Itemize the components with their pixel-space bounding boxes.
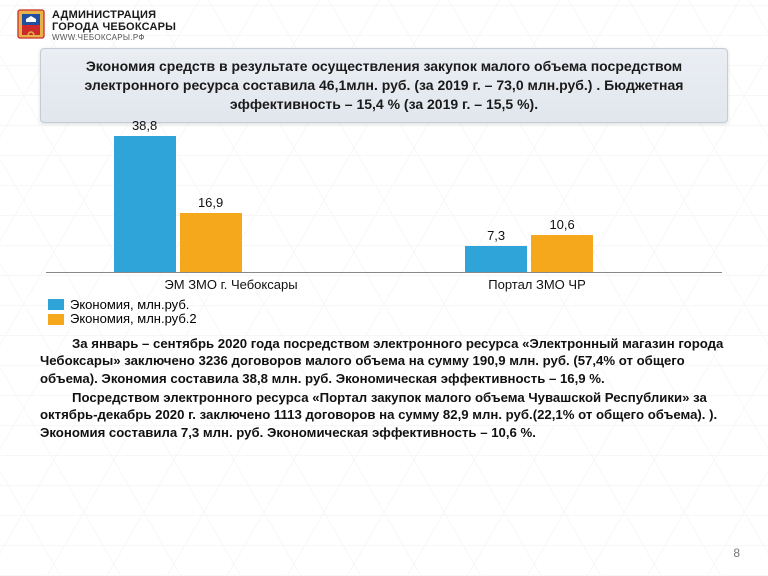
header-title: АДМИНИСТРАЦИЯ <box>52 9 176 21</box>
legend-item: Экономия, млн.руб.2 <box>48 312 720 326</box>
category-label: Портал ЗМО ЧР <box>384 277 690 292</box>
header: АДМИНИСТРАЦИЯ ГОРОДА ЧЕБОКСАРЫ WWW.ЧЕБОК… <box>0 0 768 46</box>
bar-group: 7,310,6 <box>465 235 593 272</box>
legend-swatch-icon <box>48 314 64 325</box>
bar-value-label: 16,9 <box>180 195 242 210</box>
body-text: За январь – сентябрь 2020 года посредств… <box>40 335 728 442</box>
category-label: ЭМ ЗМО г. Чебоксары <box>78 277 384 292</box>
bar-value-label: 10,6 <box>531 217 593 232</box>
bar: 7,3 <box>465 246 527 272</box>
page-number: 8 <box>733 546 740 560</box>
header-subtitle: ГОРОДА ЧЕБОКСАРЫ <box>52 21 176 33</box>
bar-chart: 38,816,97,310,6 ЭМ ЗМО г. Чебоксары Порт… <box>38 133 730 333</box>
bar: 16,9 <box>180 213 242 272</box>
header-line1: АДМИНИСТРАЦИЯ <box>52 9 156 21</box>
summary-box: Экономия средств в результате осуществле… <box>40 48 728 123</box>
chart-category-labels: ЭМ ЗМО г. Чебоксары Портал ЗМО ЧР <box>78 277 690 292</box>
chart-plot: 38,816,97,310,6 <box>46 133 722 273</box>
summary-text: Экономия средств в результате осуществле… <box>85 58 684 112</box>
legend-item: Экономия, млн.руб. <box>48 298 720 312</box>
legend-label: Экономия, млн.руб.2 <box>70 312 197 326</box>
header-line2: ГОРОДА ЧЕБОКСАРЫ <box>52 21 176 33</box>
chart-legend: Экономия, млн.руб. Экономия, млн.руб.2 <box>48 298 720 327</box>
header-url: WWW.ЧЕБОКСАРЫ.РФ <box>52 33 176 42</box>
bar: 38,8 <box>114 136 176 272</box>
bar: 10,6 <box>531 235 593 272</box>
legend-swatch-icon <box>48 299 64 310</box>
bar-group: 38,816,9 <box>114 136 242 272</box>
paragraph-1: За январь – сентябрь 2020 года посредств… <box>40 335 728 387</box>
bar-value-label: 7,3 <box>465 228 527 243</box>
paragraph-2: Посредством электронного ресурса «Портал… <box>40 389 728 441</box>
bar-value-label: 38,8 <box>114 118 176 133</box>
city-emblem-icon <box>16 8 46 42</box>
legend-label: Экономия, млн.руб. <box>70 298 189 312</box>
